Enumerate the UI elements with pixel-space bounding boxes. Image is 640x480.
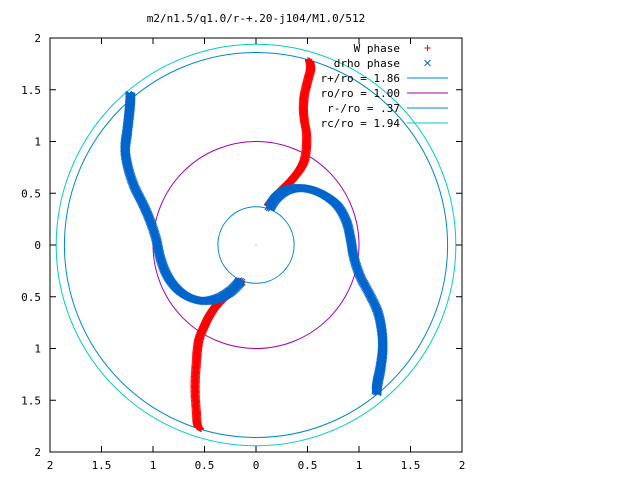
center-dot [255,244,257,246]
x-tick-label: 0.5 [195,459,215,472]
y-tick-label: 0 [34,239,41,252]
x-tick-label: 2 [459,459,466,472]
band-point-s0-a0-182-1 [308,58,315,65]
band-point-s0-a1-182-1 [197,425,204,432]
chart-title: m2/n1.5/q1.0/r-+.20-j104/M1.0/512 [147,12,366,25]
circle-0 [63,51,449,439]
band-point-s0-a1-182-2 [194,424,201,431]
band-point-s0-a0-182-2 [304,56,311,63]
x-tick-label: 0 [253,459,260,472]
phase-points [120,56,388,432]
y-tick-label: 0.5 [21,291,41,304]
y-tick-label: 1 [34,343,41,356]
legend-label: ro/ro = 1.00 [321,87,400,100]
legend-item: ro/ro = 1.00 [321,87,448,100]
legend-item: r-/ro = .37 [327,102,448,115]
legend-marker [424,59,431,67]
x-tick-label: 1.5 [92,459,112,472]
circle-3 [55,43,457,447]
legend-item: rc/ro = 1.94 [321,117,448,130]
y-tick-label: 1.5 [21,84,41,97]
reference-circles [55,43,457,447]
x-tick-label: 1.5 [401,459,421,472]
legend-label: r-/ro = .37 [327,102,400,115]
band-point-s1-a0-238-2 [371,387,379,395]
legend-item: drho phase [334,57,431,70]
legend-item: r+/ro = 1.86 [321,72,448,85]
axis-ticks: 2 1.5 1 0.5 0 0.5 1 1.5 221.510.500.511.52 [21,32,465,472]
band-point-s1-a1-238-1 [128,92,136,100]
y-tick-label: 2 [34,32,41,45]
y-tick-label: 0.5 [21,187,41,200]
legend-marker [424,45,431,51]
x-tick-label: 2 [47,459,54,472]
legend-label: rc/ro = 1.94 [321,117,401,130]
legend: W phase drho phase r+/ro = 1.86 ro/ro = 1.0… [321,42,448,130]
legend-label: W phase [354,42,400,55]
y-tick-label: 2 [34,446,41,459]
x-tick-label: 0.5 [298,459,318,472]
legend-item: W phase [354,42,431,55]
circle-2 [217,206,295,284]
x-tick-label: 1 [150,459,157,472]
band-point-s1-a1-238-0 [126,91,134,99]
band-point-s1-a0-238-0 [373,388,380,396]
band-point-s1-a1-238-2 [125,90,133,98]
legend-label: r+/ro = 1.86 [321,72,400,85]
y-tick-label: 1 [34,136,41,149]
legend-label: drho phase [334,57,400,70]
x-tick-label: 1 [356,459,363,472]
band-point-s1-a0-238-1 [374,389,382,397]
y-tick-label: 1.5 [21,394,41,407]
